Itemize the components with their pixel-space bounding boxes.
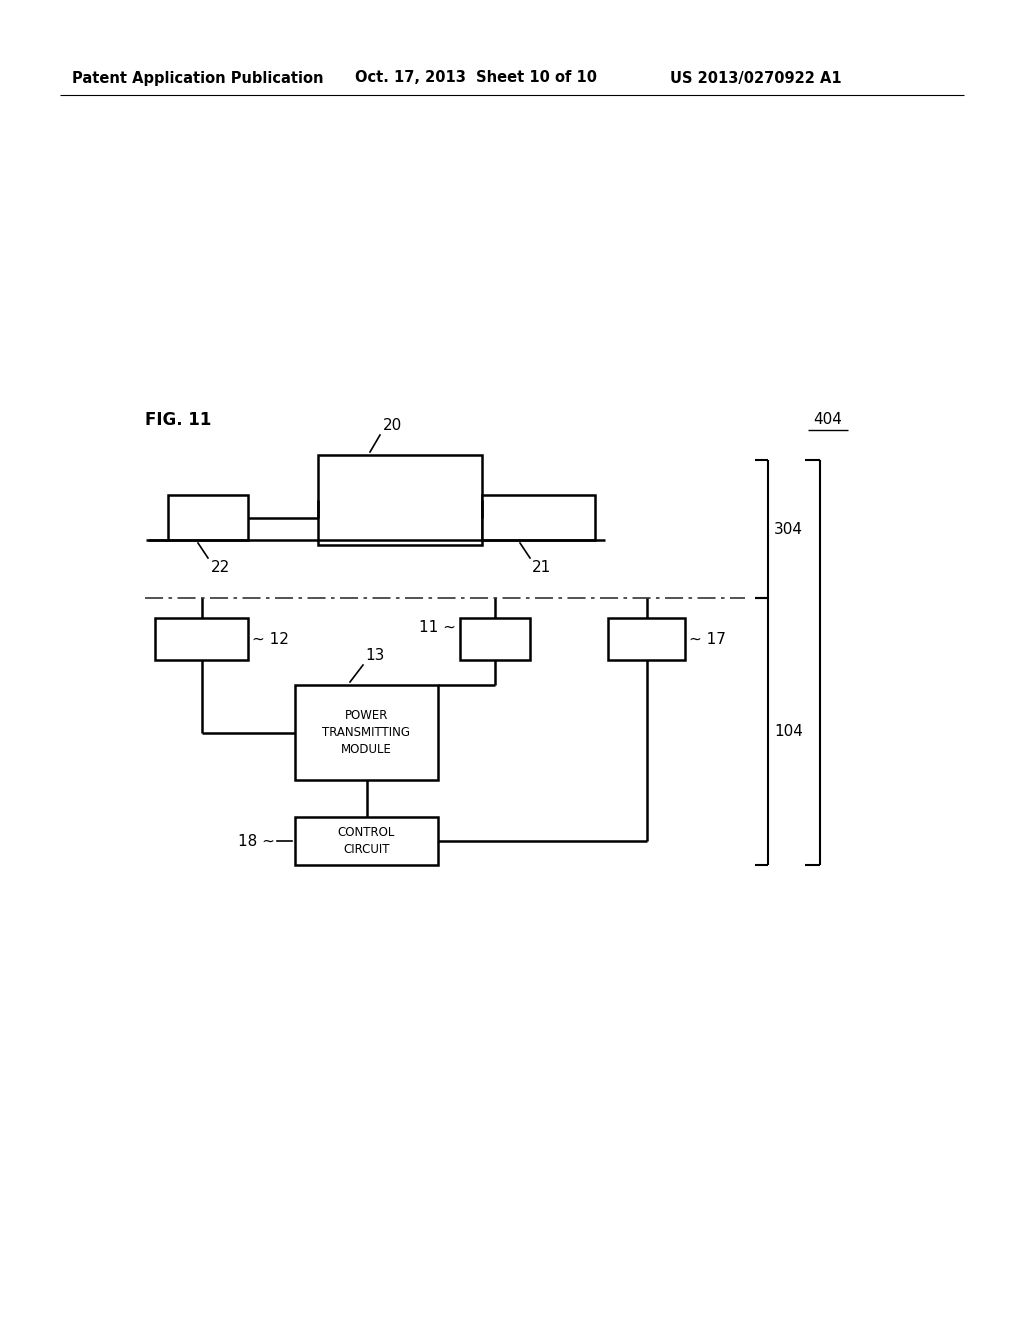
Text: 22: 22	[211, 560, 230, 576]
Bar	[318, 455, 482, 545]
Text: Oct. 17, 2013  Sheet 10 of 10: Oct. 17, 2013 Sheet 10 of 10	[355, 70, 597, 86]
Bar	[608, 618, 685, 660]
Text: 304: 304	[774, 521, 803, 536]
Bar	[295, 817, 438, 865]
Text: ~ 17: ~ 17	[689, 631, 726, 647]
Text: CONTROL
CIRCUIT: CONTROL CIRCUIT	[338, 826, 395, 855]
Text: 404: 404	[813, 412, 843, 426]
Text: FIG. 11: FIG. 11	[145, 411, 211, 429]
Bar	[482, 495, 595, 540]
Text: 13: 13	[365, 648, 384, 663]
Bar	[295, 685, 438, 780]
Text: US 2013/0270922 A1: US 2013/0270922 A1	[670, 70, 842, 86]
Bar	[460, 618, 530, 660]
Bar	[155, 618, 248, 660]
Text: 11 ~: 11 ~	[419, 619, 456, 635]
Text: 21: 21	[532, 560, 551, 576]
Bar	[168, 495, 248, 540]
Text: POWER
TRANSMITTING
MODULE: POWER TRANSMITTING MODULE	[323, 709, 411, 756]
Text: 18 ~: 18 ~	[239, 833, 275, 849]
Text: Patent Application Publication: Patent Application Publication	[72, 70, 324, 86]
Text: 104: 104	[774, 723, 803, 739]
Text: 20: 20	[383, 418, 402, 433]
Text: ~ 12: ~ 12	[252, 631, 289, 647]
